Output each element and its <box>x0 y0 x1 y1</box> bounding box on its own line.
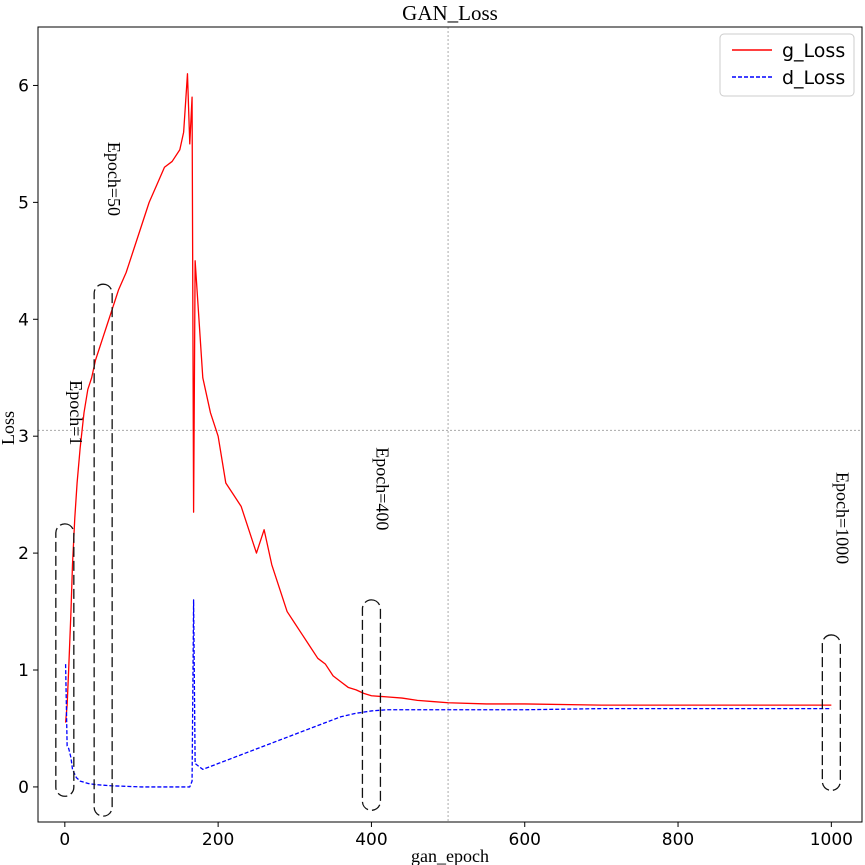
x-tick-label: 800 <box>662 830 694 850</box>
x-tick-label: 200 <box>202 830 234 850</box>
y-tick-label: 4 <box>18 310 29 330</box>
annotation-bracket <box>361 599 382 811</box>
y-tick-label: 3 <box>18 427 29 447</box>
x-tick-label: 0 <box>59 830 70 850</box>
annotation-bracket <box>55 523 75 797</box>
series-line-g-loss <box>64 73 832 723</box>
x-tick-label: 1000 <box>810 830 853 850</box>
x-tick-label: 400 <box>355 830 387 850</box>
annotation-bracket <box>93 283 113 817</box>
y-tick-label: 5 <box>18 193 29 213</box>
annotation-bracket <box>821 634 841 792</box>
annotation-label: Epoch=400 <box>372 447 392 530</box>
annotation-label: Epoch=1 <box>66 380 86 445</box>
legend-label: d_Loss <box>782 67 845 89</box>
plot-area: Epoch=1 Epoch=50 Epoch=400 Epoch=1000 <box>38 27 862 822</box>
x-tick-label: 600 <box>509 830 541 850</box>
chart-title: GAN_Loss <box>402 1 498 25</box>
legend: g_Loss d_Loss <box>719 33 855 97</box>
y-tick-label: 1 <box>18 661 29 681</box>
series-line-d-loss <box>64 599 832 788</box>
plot-frame <box>37 26 863 823</box>
y-tick-label: 6 <box>18 76 29 96</box>
y-tick-label: 2 <box>18 544 29 564</box>
x-axis-label: gan_epoch <box>411 846 489 865</box>
annotation-label: Epoch=50 <box>104 142 124 216</box>
legend-label: g_Loss <box>782 40 845 62</box>
y-tick-label: 0 <box>18 778 29 798</box>
annotation-label: Epoch=1000 <box>832 472 852 564</box>
y-axis-label: Loss <box>0 411 18 445</box>
